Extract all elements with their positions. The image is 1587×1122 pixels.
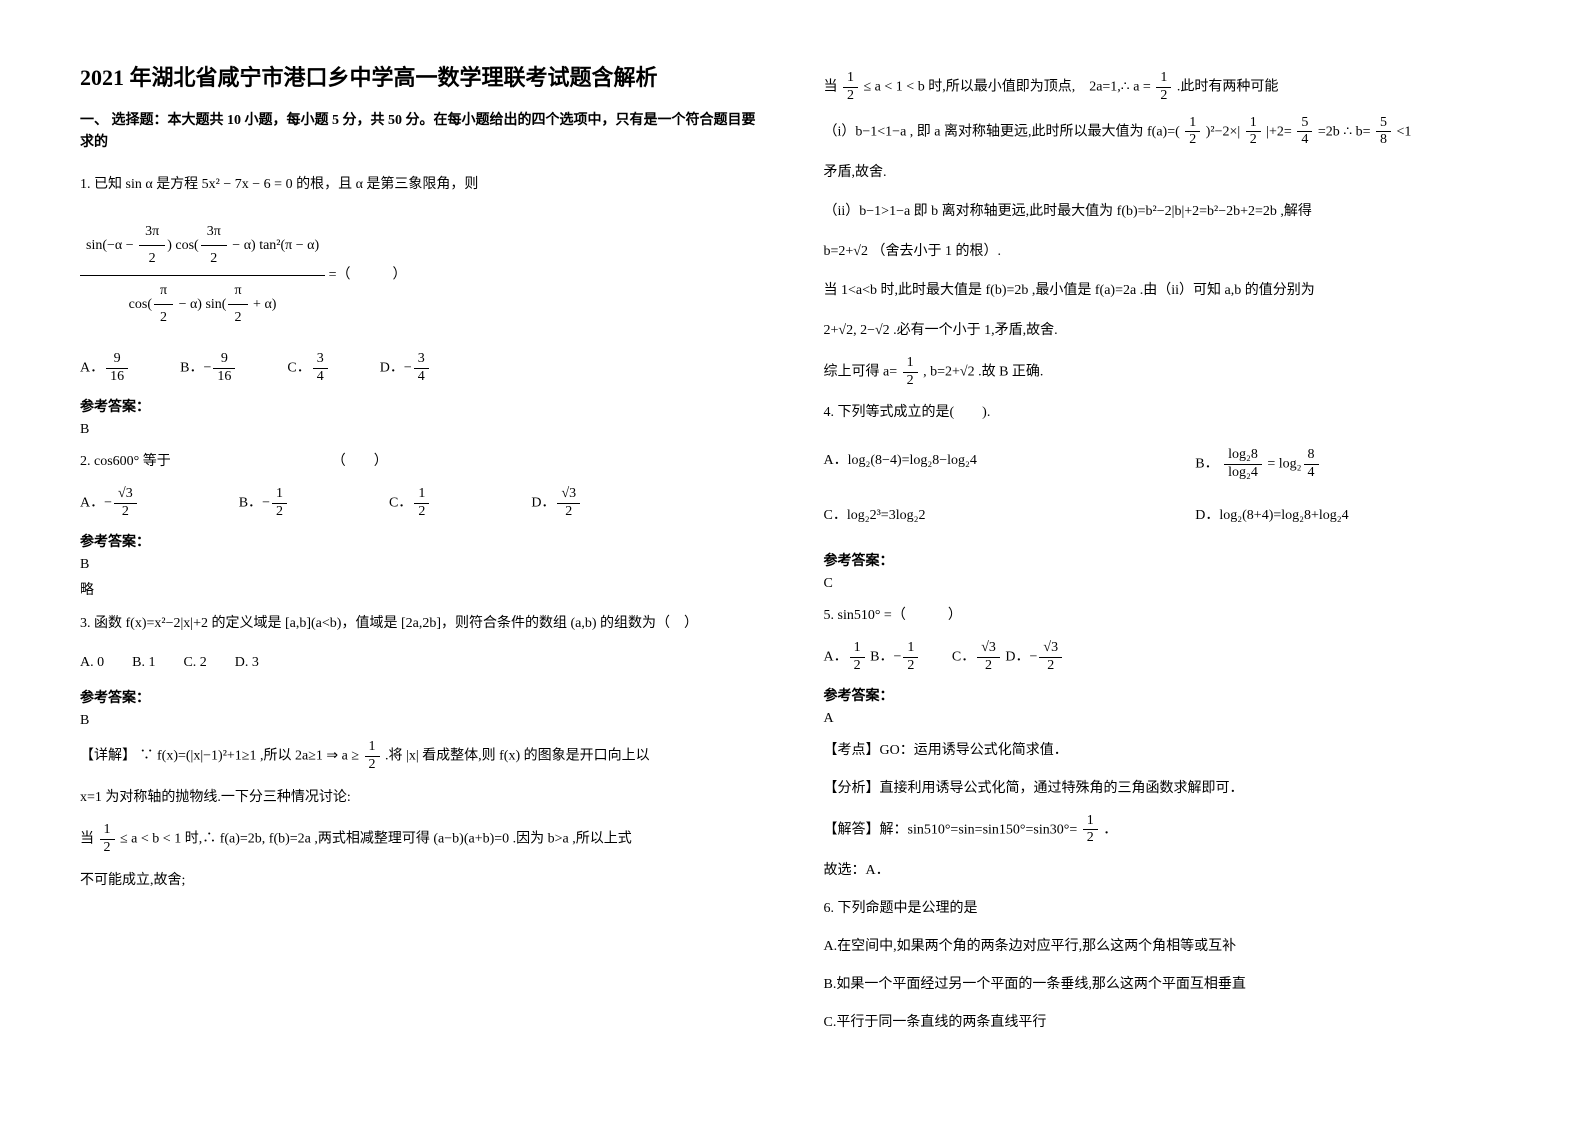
q1-optC-label: C．: [287, 361, 310, 376]
q3-ref-ans: B: [80, 713, 764, 729]
q4-ref-label: 参考答案：: [824, 550, 1508, 570]
r2b: )²−2×|: [1206, 124, 1240, 139]
q4-optB: B． log₂8log₂4 = log₂84: [1195, 447, 1507, 482]
r-line-4: （ii）b−1>1−a 即 b 离对称轴更远,此时最大值为 f(b)=b²−2|…: [824, 197, 1508, 228]
q2-optD-label: D．: [531, 495, 555, 510]
r1b: ≤ a < 1 < b 时,所以最小值即为顶点, 2a=1,∴ a =: [864, 80, 1155, 95]
q3-detail-1a: ∵ f(x)=(|x|−1)²+1≥1 ,所以 2a≥1 ⇒ a ≥: [140, 749, 363, 764]
q4-row1: A．log₂(8−4)=log₂8−log₂4 B． log₂8log₂4 = …: [824, 437, 1508, 492]
q1-blank: =（ ）: [329, 267, 407, 282]
q5-ref-label: 参考答案：: [824, 685, 1508, 705]
r-line-7: 2+√2, 2−√2 .必有一个小于 1,矛盾,故舍.: [824, 317, 1508, 345]
q1-optA-label: A．: [80, 361, 104, 376]
q2-options: A．−√32 B．−12 C．12 D．√32: [80, 486, 764, 521]
q5-ref-ans: A: [824, 711, 1508, 727]
q5-optB-label: B．−: [870, 649, 901, 664]
r8b: , b=2+√2 .故 B 正确.: [923, 364, 1043, 379]
r1c: .此时有两种可能: [1177, 80, 1279, 95]
q3-detail-1: 【详解】 ∵ f(x)=(|x|−1)²+1≥1 ,所以 2a≥1 ⇒ a ≥ …: [80, 739, 764, 774]
q2-optA-label: A．: [80, 495, 104, 510]
q4-ref-ans: C: [824, 576, 1508, 592]
r-line-8: 综上可得 a= 12 , b=2+√2 .故 B 正确.: [824, 355, 1508, 390]
q6-optC: C.平行于同一条直线的两条直线平行: [824, 1009, 1508, 1037]
question-6: 6. 下列命题中是公理的是: [824, 895, 1508, 923]
r-line-3: 矛盾,故舍.: [824, 159, 1508, 187]
q2-optC-label: C．: [389, 495, 412, 510]
q3-detail-3: 当 12 ≤ a < b < 1 时,∴ f(a)=2b, f(b)=2a ,两…: [80, 822, 764, 857]
q4-optA: A．log₂(8−4)=log₂8−log₂4: [824, 447, 1136, 482]
q5-kd: 【考点】GO：运用诱导公式化简求值．: [824, 737, 1508, 765]
q6-optA: A.在空间中,如果两个角的两条边对应平行,那么这两个角相等或互补: [824, 933, 1508, 961]
r2e: <1: [1397, 124, 1412, 139]
r8a: 综上可得 a=: [824, 364, 898, 379]
q3-detail-3b: ≤ a < b < 1 时,∴ f(a)=2b, f(b)=2a ,两式相减整理…: [120, 831, 632, 846]
r2a: （i）b−1<1−a , 即 a 离对称轴更远,此时所以最大值为 f(a)=(: [824, 124, 1180, 139]
r-line-6: 当 1<a<b 时,此时最大值是 f(b)=2b ,最小值是 f(a)=2a .…: [824, 276, 1508, 307]
question-5: 5. sin510° =（ ）: [824, 602, 1508, 630]
q3-detail-1b: .将 |x| 看成整体,则 f(x) 的图象是开口向上以: [385, 749, 650, 764]
q5-jd: 【解答】解：sin510°=sin=sin150°=sin30°= 12 ．: [824, 813, 1508, 848]
r1a: 当: [824, 80, 842, 95]
q3-options: A. 0 B. 1 C. 2 D. 3: [80, 649, 764, 677]
q2-lue: 略: [80, 579, 764, 599]
q5-fx: 【分析】直接利用诱导公式化简，通过特殊角的三角函数求解即可．: [824, 775, 1508, 803]
r-line-5: b=2+√2 （舍去小于 1 的根）.: [824, 238, 1508, 266]
q4-optD: D．log₂(8+4)=log₂8+log₂4: [1195, 502, 1507, 530]
q5-options: A．12 B．−12 C．√32 D．−√32: [824, 640, 1508, 675]
q4-optC: C．log₂2³=3log₂2: [824, 502, 1136, 530]
q5-jd-post: ．: [1103, 822, 1117, 837]
q1-stem-a: 1. 已知: [80, 177, 122, 192]
q4-optB-pre: B．: [1195, 457, 1218, 472]
q5-optC-label: C．: [924, 649, 975, 664]
q3-detail-2: x=1 为对称轴的抛物线.一下分三种情况讨论:: [80, 784, 764, 812]
page-title: 2021 年湖北省咸宁市港口乡中学高一数学理联考试题含解析: [80, 60, 764, 92]
question-1: 1. 已知 sin α 是方程 5x² − 7x − 6 = 0 的根，且 α …: [80, 171, 764, 199]
question-2: 2. cos600° 等于 （ ）: [80, 448, 764, 476]
question-3: 3. 函数 f(x)=x²−2|x|+2 的定义域是 [a,b](a<b)，值域…: [80, 609, 764, 640]
q1-stem-b: 是方程 5x² − 7x − 6 = 0 的根，且: [156, 177, 355, 192]
r2c: |+2=: [1266, 124, 1292, 139]
q1-options: A．916 B．−916 C．34 D．−34: [80, 351, 764, 386]
q3-ref-label: 参考答案：: [80, 687, 764, 707]
r-line-2: （i）b−1<1−a , 即 a 离对称轴更远,此时所以最大值为 f(a)=( …: [824, 115, 1508, 150]
q3-detail-label: 【详解】: [80, 749, 136, 764]
q5-optA-label: A．: [824, 649, 848, 664]
q1-ref-label: 参考答案：: [80, 396, 764, 416]
q2-optB-label: B．: [239, 495, 262, 510]
q2-ref-label: 参考答案：: [80, 531, 764, 551]
q4-row2: C．log₂2³=3log₂2 D．log₂(8+4)=log₂8+log₂4: [824, 492, 1508, 540]
q3-detail-4: 不可能成立,故舍;: [80, 867, 764, 895]
q1-optD-label: D．: [380, 361, 404, 376]
section-subtitle: 一、 选择题：本大题共 10 小题，每小题 5 分，共 50 分。在每小题给出的…: [80, 110, 764, 155]
q6-optB: B.如果一个平面经过另一个平面的一条垂线,那么这两个平面互相垂直: [824, 971, 1508, 999]
q1-ref-ans: B: [80, 422, 764, 438]
r-line-1: 当 12 ≤ a < 1 < b 时,所以最小值即为顶点, 2a=1,∴ a =…: [824, 70, 1508, 105]
q5-jd-pre: 【解答】解：sin510°=sin=sin150°=sin30°=: [824, 822, 1078, 837]
q3-detail-3a: 当: [80, 831, 98, 846]
q5-optD-label: D．−: [1005, 649, 1037, 664]
q1-expression: sin(−α − 3π2) cos(3π2 − α) tan²(π − α) c…: [80, 209, 764, 342]
q2-ref-ans: B: [80, 557, 764, 573]
q5-gx: 故选：A．: [824, 857, 1508, 885]
q1-stem-c: 是第三象限角，则: [366, 177, 478, 192]
q1-optB-label: B．: [180, 361, 203, 376]
question-4: 4. 下列等式成立的是( ).: [824, 399, 1508, 427]
r2d: =2b ∴ b=: [1318, 124, 1371, 139]
